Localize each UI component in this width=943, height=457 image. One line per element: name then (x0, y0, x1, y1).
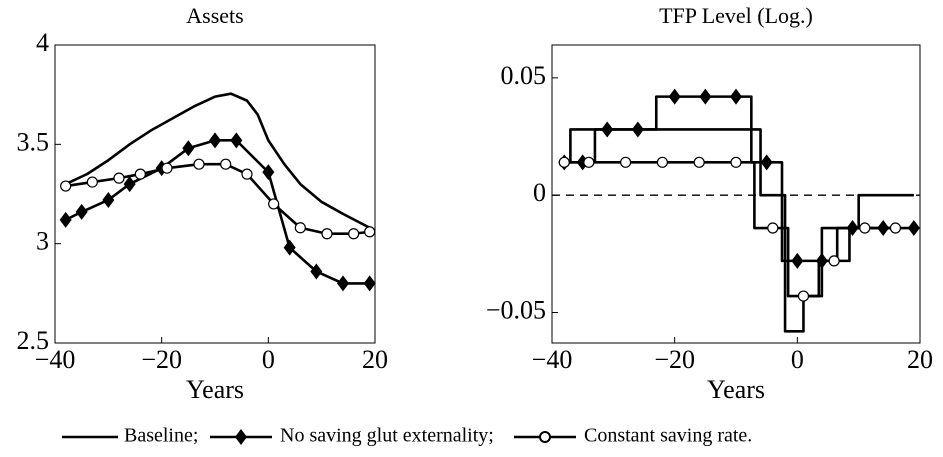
diamond-marker (730, 88, 742, 105)
diamond-marker (182, 140, 195, 157)
circle-marker (113, 172, 125, 184)
x-tick-label: 0 (262, 345, 275, 374)
diamond-marker (230, 132, 243, 149)
circle-marker (268, 198, 280, 210)
y-tick-label: 3.5 (17, 127, 50, 156)
circle-marker (60, 180, 72, 192)
circle-marker (161, 162, 173, 174)
circle-marker (321, 228, 333, 240)
series-line (65, 92, 371, 229)
circle-marker (134, 168, 146, 180)
legend-marker (235, 429, 247, 445)
diamond-marker (59, 211, 72, 228)
circle-marker (558, 156, 570, 168)
diamond-marker (209, 132, 221, 149)
panel-title: Assets (186, 3, 243, 28)
circle-marker (693, 156, 705, 168)
x-tick-label: 20 (907, 345, 933, 374)
circle-marker (828, 255, 840, 267)
y-tick-label: 4 (36, 28, 49, 57)
circle-marker (859, 222, 871, 234)
legend-label: No saving glut externality; (280, 425, 494, 447)
legend-marker (539, 431, 551, 443)
y-tick-label: −0.05 (486, 295, 546, 324)
diamond-marker (262, 164, 275, 181)
diamond-marker (363, 275, 376, 292)
diamond-marker (283, 239, 296, 256)
circle-marker (348, 228, 360, 240)
legend-label: Constant saving rate. (584, 425, 752, 447)
diamond-marker (699, 88, 712, 105)
diamond-marker (102, 191, 115, 208)
diamond-marker (668, 88, 681, 105)
legend-label: Baseline; (124, 425, 198, 447)
y-tick-label: 2.5 (17, 326, 50, 355)
diamond-marker (75, 203, 88, 220)
plot-frame (551, 44, 921, 344)
circle-marker (86, 176, 98, 188)
diamond-marker (791, 252, 804, 269)
x-tick-label: −20 (141, 345, 182, 374)
circle-marker (767, 222, 779, 234)
diamond-marker (907, 220, 920, 237)
diamond-marker (123, 176, 136, 193)
y-tick-label: 3 (36, 227, 49, 256)
circle-marker (220, 158, 232, 170)
circle-marker (619, 156, 632, 168)
circle-marker (889, 222, 902, 234)
circle-marker (193, 158, 205, 170)
diamond-marker (337, 275, 349, 292)
x-tick-label: −40 (532, 345, 573, 374)
x-tick-label: −20 (654, 345, 695, 374)
diamond-marker (760, 154, 773, 171)
circle-marker (656, 156, 669, 168)
circle-marker (241, 168, 253, 180)
panel-title: TFP Level (Log.) (659, 3, 813, 28)
plot-frame (54, 44, 376, 344)
x-axis-label: Years (186, 375, 244, 404)
series-line (564, 95, 914, 263)
x-axis-label: Years (707, 375, 765, 404)
circle-marker (730, 156, 742, 168)
series-line (65, 139, 370, 285)
diamond-marker (310, 263, 323, 280)
circle-marker (364, 226, 376, 238)
y-tick-label: 0 (533, 178, 546, 207)
diamond-marker (631, 121, 644, 138)
diamond-marker (601, 121, 614, 138)
x-tick-label: −40 (35, 345, 76, 374)
y-tick-label: 0.05 (501, 61, 547, 90)
circle-marker (583, 156, 595, 168)
circle-marker (294, 222, 306, 234)
x-tick-label: 20 (362, 345, 388, 374)
x-tick-label: 0 (791, 345, 804, 374)
circle-marker (797, 290, 810, 302)
